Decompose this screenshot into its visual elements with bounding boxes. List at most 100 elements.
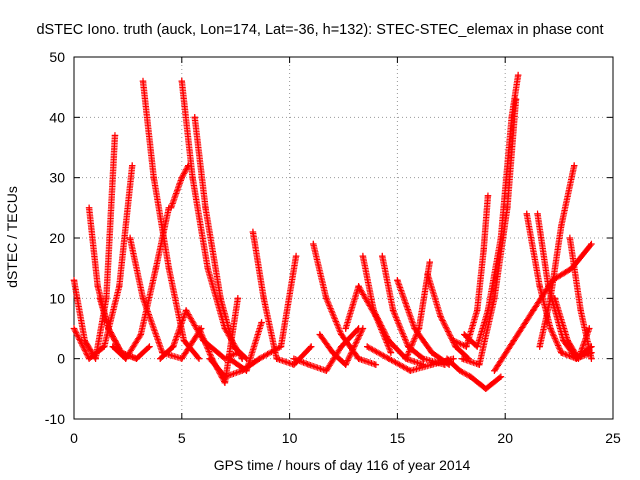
data-point: [243, 367, 250, 374]
data-point: [256, 355, 263, 362]
data-point: [456, 367, 464, 374]
data-point: [426, 258, 433, 266]
data-point: [258, 319, 265, 326]
data-point: [415, 325, 423, 332]
data-point: [323, 367, 330, 374]
data-point: [310, 240, 317, 248]
data-point: [484, 192, 492, 199]
data-point: [139, 295, 147, 302]
data-point: [566, 234, 574, 242]
data-point: [385, 355, 392, 362]
data-series: [226, 319, 265, 374]
data-point: [305, 361, 313, 368]
data-point: [234, 295, 242, 302]
data-point: [189, 174, 196, 181]
data-point: [122, 355, 129, 362]
data-point: [476, 361, 483, 368]
data-point: [290, 355, 298, 362]
data-point: [482, 385, 489, 393]
data-point: [437, 313, 444, 320]
data-point: [355, 283, 362, 290]
y-tick-label: -10: [45, 411, 65, 427]
data-point: [169, 343, 177, 350]
data-point: [461, 331, 468, 338]
data-point: [139, 77, 147, 85]
data-point: [329, 349, 336, 356]
data-point: [402, 355, 410, 362]
data-point: [443, 355, 451, 362]
data-point: [534, 210, 541, 218]
data-point: [165, 264, 173, 272]
data-point: [372, 361, 380, 368]
data-point: [338, 343, 345, 350]
data-series: [450, 192, 492, 350]
data-point: [458, 355, 466, 362]
data-point: [491, 295, 498, 302]
data-point: [428, 361, 436, 368]
data-point: [100, 343, 108, 350]
data-point: [195, 355, 203, 362]
data-point: [221, 373, 229, 380]
data-point: [536, 283, 543, 290]
data-point: [407, 367, 414, 374]
data-point: [167, 204, 175, 212]
data-series: [342, 283, 395, 356]
data-point: [178, 77, 185, 85]
data-point: [185, 162, 192, 169]
data-point: [428, 349, 436, 356]
data-point: [260, 295, 267, 302]
data-point: [450, 355, 457, 362]
data-point: [530, 307, 537, 314]
data-point: [497, 373, 505, 380]
y-tick-label: 30: [49, 170, 65, 186]
data-point: [480, 246, 487, 254]
x-tick-label: 25: [605, 430, 621, 446]
data-point: [389, 307, 397, 314]
data-point: [523, 210, 530, 218]
data-point: [564, 337, 571, 344]
data-point: [338, 331, 345, 338]
data-point: [424, 271, 431, 278]
data-point: [586, 325, 593, 332]
data-series: [364, 343, 457, 374]
data-point: [273, 355, 280, 362]
y-axis-label: dSTEC / TECUs: [4, 186, 20, 288]
data-points: [70, 71, 595, 393]
data-point: [420, 355, 427, 362]
data-series: [139, 77, 203, 362]
data-point: [290, 361, 298, 368]
data-point: [182, 307, 190, 314]
x-tick-label: 20: [497, 430, 513, 446]
data-point: [558, 349, 565, 356]
data-point: [379, 252, 386, 260]
data-point: [195, 325, 203, 332]
data-point: [152, 264, 160, 272]
data-series: [443, 355, 505, 393]
data-point: [359, 325, 367, 332]
data-series: [458, 96, 520, 368]
data-point: [588, 355, 595, 362]
data-point: [463, 343, 470, 350]
data-point: [342, 325, 349, 332]
y-tick-label: 20: [49, 230, 65, 246]
data-series: [402, 258, 433, 362]
data-point: [217, 295, 224, 302]
y-tick-label: 0: [57, 351, 65, 367]
data-point: [558, 222, 565, 230]
y-tick-label: 40: [49, 109, 65, 125]
data-point: [109, 343, 117, 350]
data-point: [277, 343, 285, 350]
data-point: [547, 325, 554, 332]
data-series: [290, 325, 362, 374]
data-point: [206, 355, 214, 362]
data-point: [226, 355, 233, 362]
data-point: [85, 204, 93, 212]
data-series: [566, 234, 595, 362]
data-point: [514, 71, 522, 79]
data-point: [137, 331, 145, 338]
data-point: [577, 307, 584, 314]
x-axis-label: GPS time / hours of day 116 of year 2014: [214, 457, 471, 473]
y-tick-label: 50: [49, 49, 65, 65]
data-series: [536, 162, 578, 350]
data-point: [92, 355, 99, 362]
